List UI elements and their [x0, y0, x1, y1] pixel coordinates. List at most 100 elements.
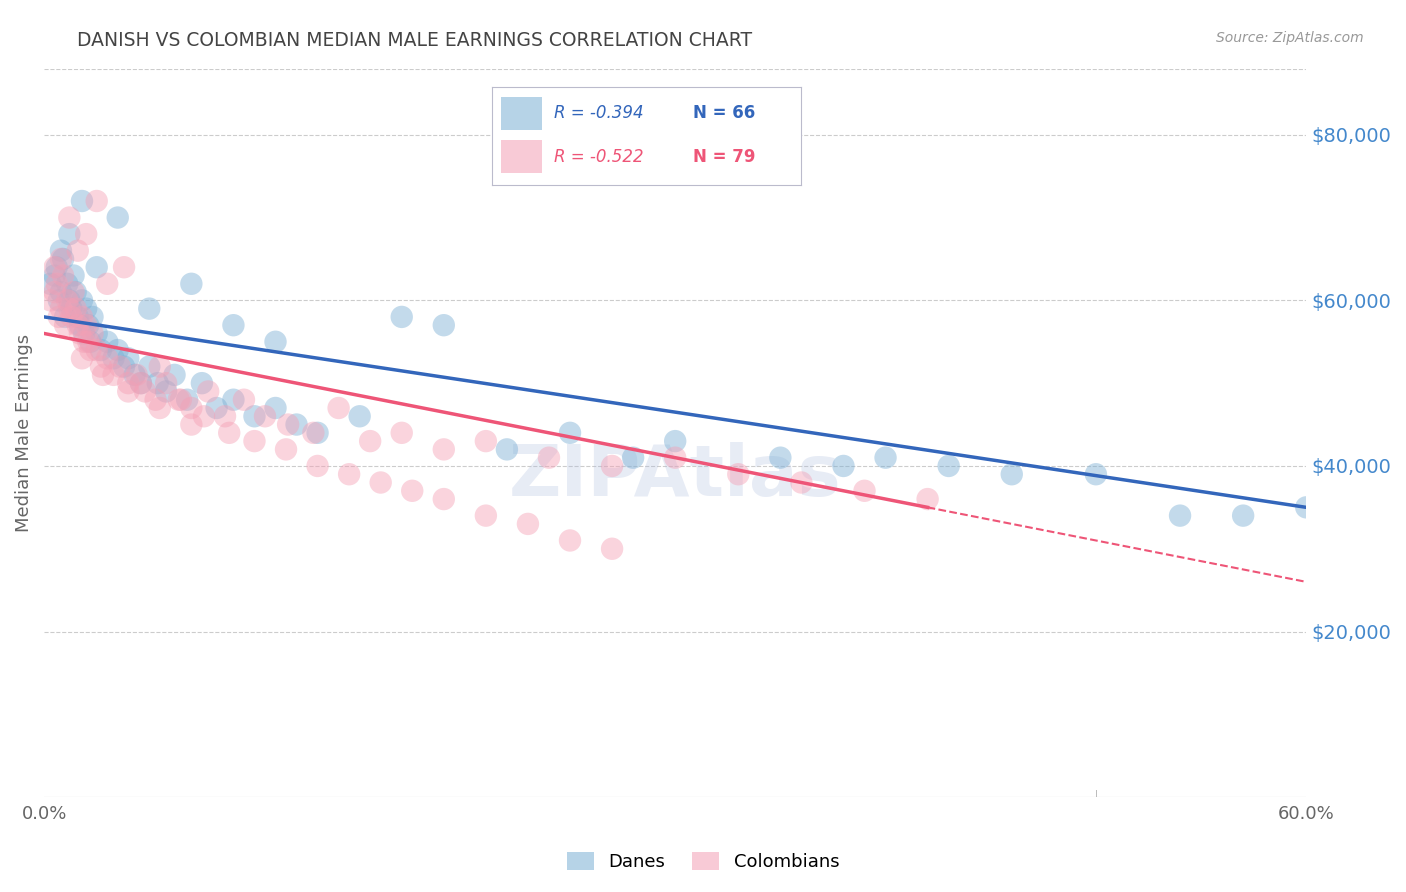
Point: [1232, 508, 1254, 523]
Point: [53, 310, 76, 324]
Point: [48, 310, 70, 324]
Point: [96, 277, 118, 291]
Point: [433, 442, 456, 457]
Point: [307, 458, 329, 473]
Point: [401, 483, 423, 498]
Point: [769, 450, 792, 465]
Point: [222, 318, 245, 333]
Point: [44, 260, 66, 275]
Point: [66, 318, 89, 333]
Point: [44, 285, 66, 299]
Point: [49, 252, 72, 266]
Point: [103, 368, 125, 382]
Point: [60, 301, 83, 316]
Point: [58, 293, 80, 308]
Point: [53, 318, 76, 333]
Point: [62, 268, 84, 283]
Point: [621, 450, 644, 465]
Point: [832, 458, 855, 473]
Point: [96, 351, 118, 366]
Point: [69, 318, 91, 333]
Point: [73, 334, 96, 349]
Point: [558, 425, 581, 440]
Point: [129, 376, 152, 391]
Point: [75, 301, 97, 316]
Point: [180, 401, 202, 415]
Point: [222, 392, 245, 407]
Point: [391, 425, 413, 440]
Point: [145, 392, 167, 407]
Point: [65, 285, 87, 299]
Point: [163, 368, 186, 382]
Point: [86, 343, 108, 357]
Point: [39, 277, 62, 291]
Point: [90, 343, 112, 357]
Point: [45, 260, 67, 275]
Point: [277, 417, 299, 432]
Point: [391, 310, 413, 324]
Point: [56, 277, 79, 291]
Point: [58, 211, 80, 225]
Point: [496, 442, 519, 457]
Point: [727, 467, 749, 482]
Point: [66, 310, 89, 324]
Point: [359, 434, 381, 449]
Text: DANISH VS COLOMBIAN MEDIAN MALE EARNINGS CORRELATION CHART: DANISH VS COLOMBIAN MEDIAN MALE EARNINGS…: [77, 31, 752, 50]
Text: Source: ZipAtlas.com: Source: ZipAtlas.com: [1216, 31, 1364, 45]
Point: [58, 227, 80, 241]
Point: [664, 450, 686, 465]
Point: [107, 343, 129, 357]
Point: [433, 491, 456, 506]
Point: [66, 244, 89, 258]
Point: [65, 301, 87, 316]
Point: [82, 310, 104, 324]
Point: [91, 368, 114, 382]
Point: [600, 458, 623, 473]
Point: [79, 334, 101, 349]
Point: [180, 417, 202, 432]
Point: [112, 260, 135, 275]
Point: [70, 310, 93, 324]
Point: [77, 318, 100, 333]
Point: [180, 277, 202, 291]
Text: ZIPAtlas: ZIPAtlas: [509, 442, 842, 511]
Point: [134, 384, 156, 399]
Point: [349, 409, 371, 424]
Point: [176, 392, 198, 407]
Point: [938, 458, 960, 473]
Point: [70, 293, 93, 308]
Point: [370, 475, 392, 490]
Point: [155, 376, 177, 391]
Point: [107, 211, 129, 225]
Point: [129, 376, 152, 391]
Point: [558, 533, 581, 548]
Point: [52, 268, 75, 283]
Point: [191, 376, 214, 391]
Point: [82, 326, 104, 341]
Point: [516, 516, 538, 531]
Point: [307, 425, 329, 440]
Point: [264, 401, 287, 415]
Point: [218, 425, 240, 440]
Point: [214, 409, 236, 424]
Point: [112, 359, 135, 374]
Point: [96, 334, 118, 349]
Point: [138, 301, 160, 316]
Point: [170, 392, 193, 407]
Point: [664, 434, 686, 449]
Point: [537, 450, 560, 465]
Point: [103, 351, 125, 366]
Point: [70, 351, 93, 366]
Point: [117, 376, 139, 391]
Point: [108, 359, 131, 374]
Point: [475, 508, 498, 523]
Point: [146, 376, 169, 391]
Point: [73, 326, 96, 341]
Point: [197, 384, 219, 399]
Point: [155, 384, 177, 399]
Point: [233, 392, 256, 407]
Point: [45, 277, 67, 291]
Point: [205, 401, 228, 415]
Point: [1001, 467, 1024, 482]
Point: [49, 301, 72, 316]
